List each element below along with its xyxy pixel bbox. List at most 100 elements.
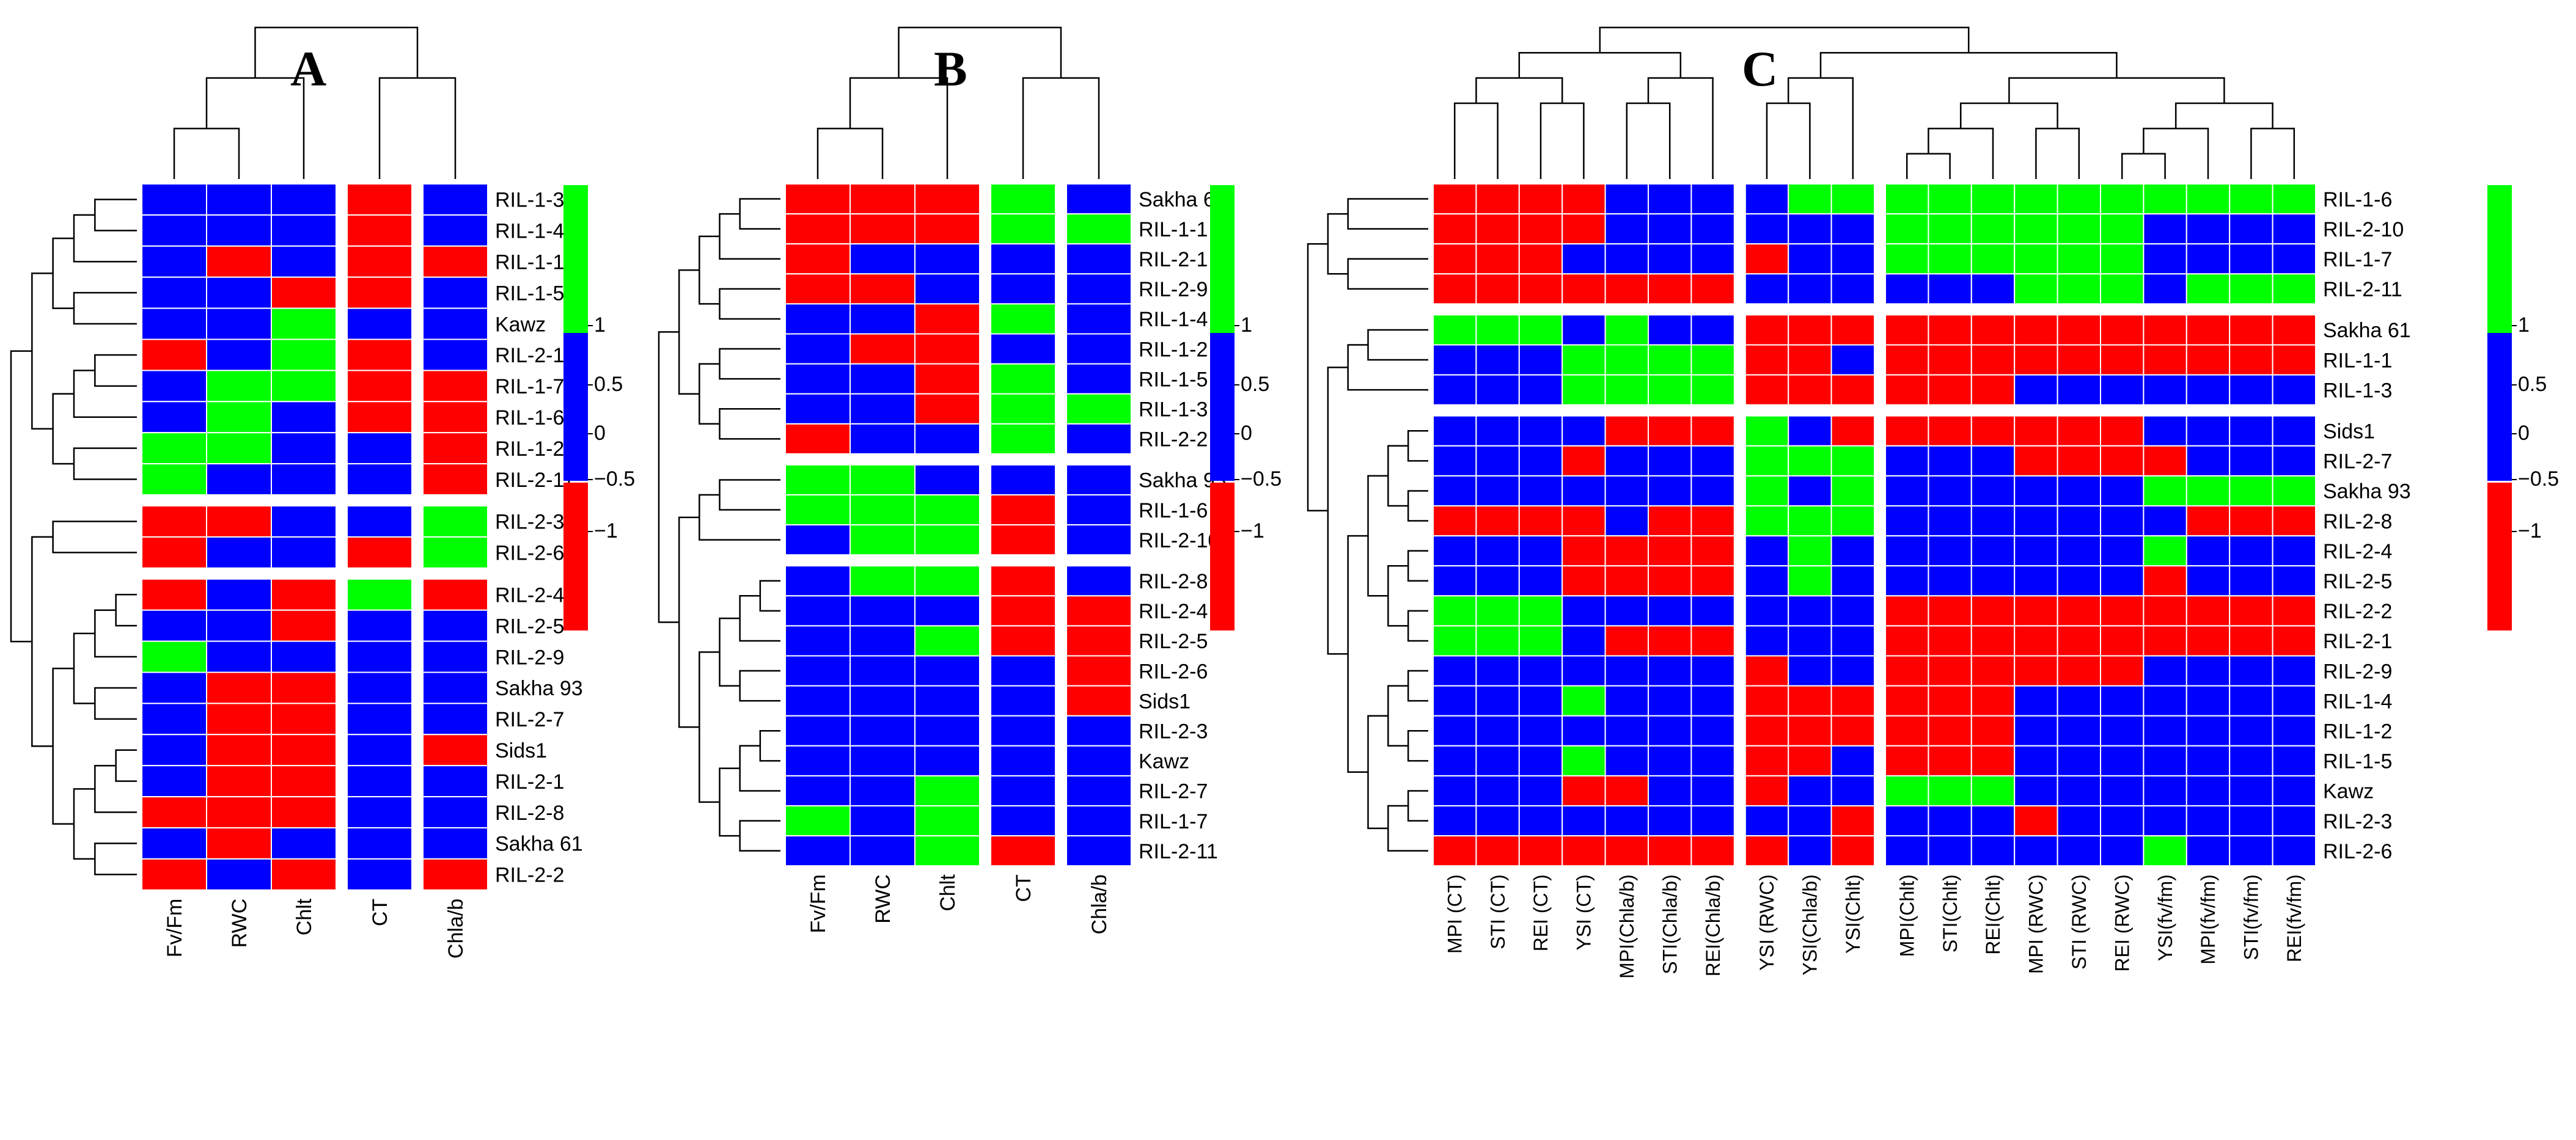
heatmap-cell — [1885, 535, 1929, 567]
heatmap-cell — [2229, 273, 2273, 305]
row-dendrogram-branch — [52, 393, 74, 465]
heatmap-cell — [141, 640, 207, 673]
heatmap-cell — [2185, 314, 2231, 346]
row-label-ril-1-1: RIL-1-1 — [495, 250, 564, 274]
heatmap-cell — [1885, 685, 1929, 717]
heatmap-cell — [206, 214, 272, 247]
heatmap-cell — [422, 463, 488, 495]
heatmap-cell — [2272, 183, 2317, 215]
heatmap-cell — [785, 393, 851, 425]
heatmap-cell — [141, 765, 207, 798]
legend-tick-label: 1 — [2518, 313, 2530, 337]
heatmap-cell — [1830, 535, 1876, 567]
heatmap-cell — [141, 734, 207, 767]
heatmap-cell — [2100, 213, 2145, 245]
heatmap-cell — [2100, 745, 2145, 776]
heatmap-cell — [2272, 535, 2317, 567]
heatmap-cell — [347, 214, 413, 247]
heatmap-cell — [347, 578, 413, 611]
heatmap-cell — [1928, 715, 1972, 747]
heatmap-cell — [141, 338, 207, 371]
heatmap-cell — [1744, 344, 1789, 376]
heatmap-cell — [1518, 314, 1563, 346]
heatmap-cell — [2185, 505, 2231, 537]
heatmap-cell — [1970, 655, 2016, 687]
heatmap-cell — [206, 505, 272, 538]
heatmap-cell — [1066, 464, 1132, 496]
heatmap-cell — [2229, 183, 2273, 215]
heatmap-cell — [990, 655, 1056, 687]
heatmap-cell — [271, 183, 337, 216]
row-label-ril-2-4: RIL-2-4 — [2323, 540, 2392, 563]
heatmap-cell — [141, 536, 207, 569]
heatmap-cell — [1433, 475, 1477, 507]
row-label-ril-1-5: RIL-1-5 — [495, 282, 564, 305]
heatmap-cell — [785, 333, 851, 365]
heatmap-cell — [1475, 475, 1520, 507]
heatmap-cell — [1433, 655, 1477, 687]
heatmap-cell — [1648, 273, 1692, 305]
heatmap-cell — [1885, 273, 1929, 305]
heatmap-cell — [2272, 565, 2317, 597]
heatmap-cell — [2057, 243, 2102, 275]
heatmap-cell — [1433, 775, 1477, 807]
heatmap-cell — [1830, 445, 1876, 477]
heatmap-cell — [990, 333, 1056, 365]
heatmap-cell — [914, 625, 980, 657]
heatmap-cell — [1475, 314, 1520, 346]
row-label-sids1: Sids1 — [495, 739, 547, 762]
heatmap-cell — [1885, 243, 1929, 275]
heatmap-cell — [1788, 745, 1832, 776]
heatmap-cell — [141, 432, 207, 465]
heatmap-cell — [1475, 243, 1520, 275]
heatmap-cell — [1830, 505, 1876, 537]
heatmap-cell — [1604, 314, 1649, 346]
heatmap-cell — [2272, 243, 2317, 275]
heatmap-cell — [2185, 745, 2231, 776]
heatmap-cell — [1830, 415, 1876, 447]
heatmap-cell — [1970, 715, 2016, 747]
heatmap-cell — [1788, 685, 1832, 717]
row-dendrogram-branch — [739, 670, 780, 702]
heatmap-cell — [785, 625, 851, 657]
column-dendrogram-branch — [1022, 77, 1100, 179]
heatmap-cell — [2057, 535, 2102, 567]
heatmap-cell — [1604, 505, 1649, 537]
heatmap-cell — [206, 183, 272, 216]
heatmap-cell — [1066, 363, 1132, 395]
heatmap-cell — [1475, 805, 1520, 837]
legend-swatch — [563, 333, 588, 481]
legend-tick-label: −1 — [1241, 519, 1264, 543]
heatmap-cell — [1561, 685, 1606, 717]
heatmap-cell — [2272, 415, 2317, 447]
column-dendrogram-branch — [849, 77, 949, 179]
heatmap-cell — [1690, 445, 1735, 477]
heatmap-cell — [1970, 805, 2016, 837]
heatmap-cell — [422, 276, 488, 309]
heatmap-cell — [2143, 415, 2187, 447]
heatmap-cell — [849, 423, 916, 455]
heatmap-cell — [1433, 685, 1477, 717]
heatmap-cell — [2057, 183, 2102, 215]
heatmap-cell — [2100, 655, 2145, 687]
heatmap-cell — [1690, 374, 1735, 406]
heatmap-cell — [206, 401, 272, 434]
heatmap-cell — [1561, 273, 1606, 305]
legend-swatch — [2487, 185, 2512, 333]
heatmap-cell — [1830, 835, 1876, 867]
heatmap-cell — [914, 464, 980, 496]
row-dendrogram-branch — [1407, 790, 1428, 822]
heatmap-cell — [1604, 835, 1649, 867]
heatmap-cell — [1433, 535, 1477, 567]
heatmap-cell — [2272, 625, 2317, 657]
heatmap-cell — [2143, 655, 2187, 687]
heatmap-cell — [141, 671, 207, 704]
heatmap-cell — [2014, 273, 2058, 305]
heatmap-cell — [1970, 535, 2016, 567]
heatmap-cell — [1788, 835, 1832, 867]
legend-tick-label: 0 — [1241, 422, 1252, 445]
heatmap-cell — [2143, 243, 2187, 275]
heatmap-cell — [1475, 344, 1520, 376]
heatmap-cell — [206, 796, 272, 828]
heatmap-cell — [1475, 745, 1520, 776]
